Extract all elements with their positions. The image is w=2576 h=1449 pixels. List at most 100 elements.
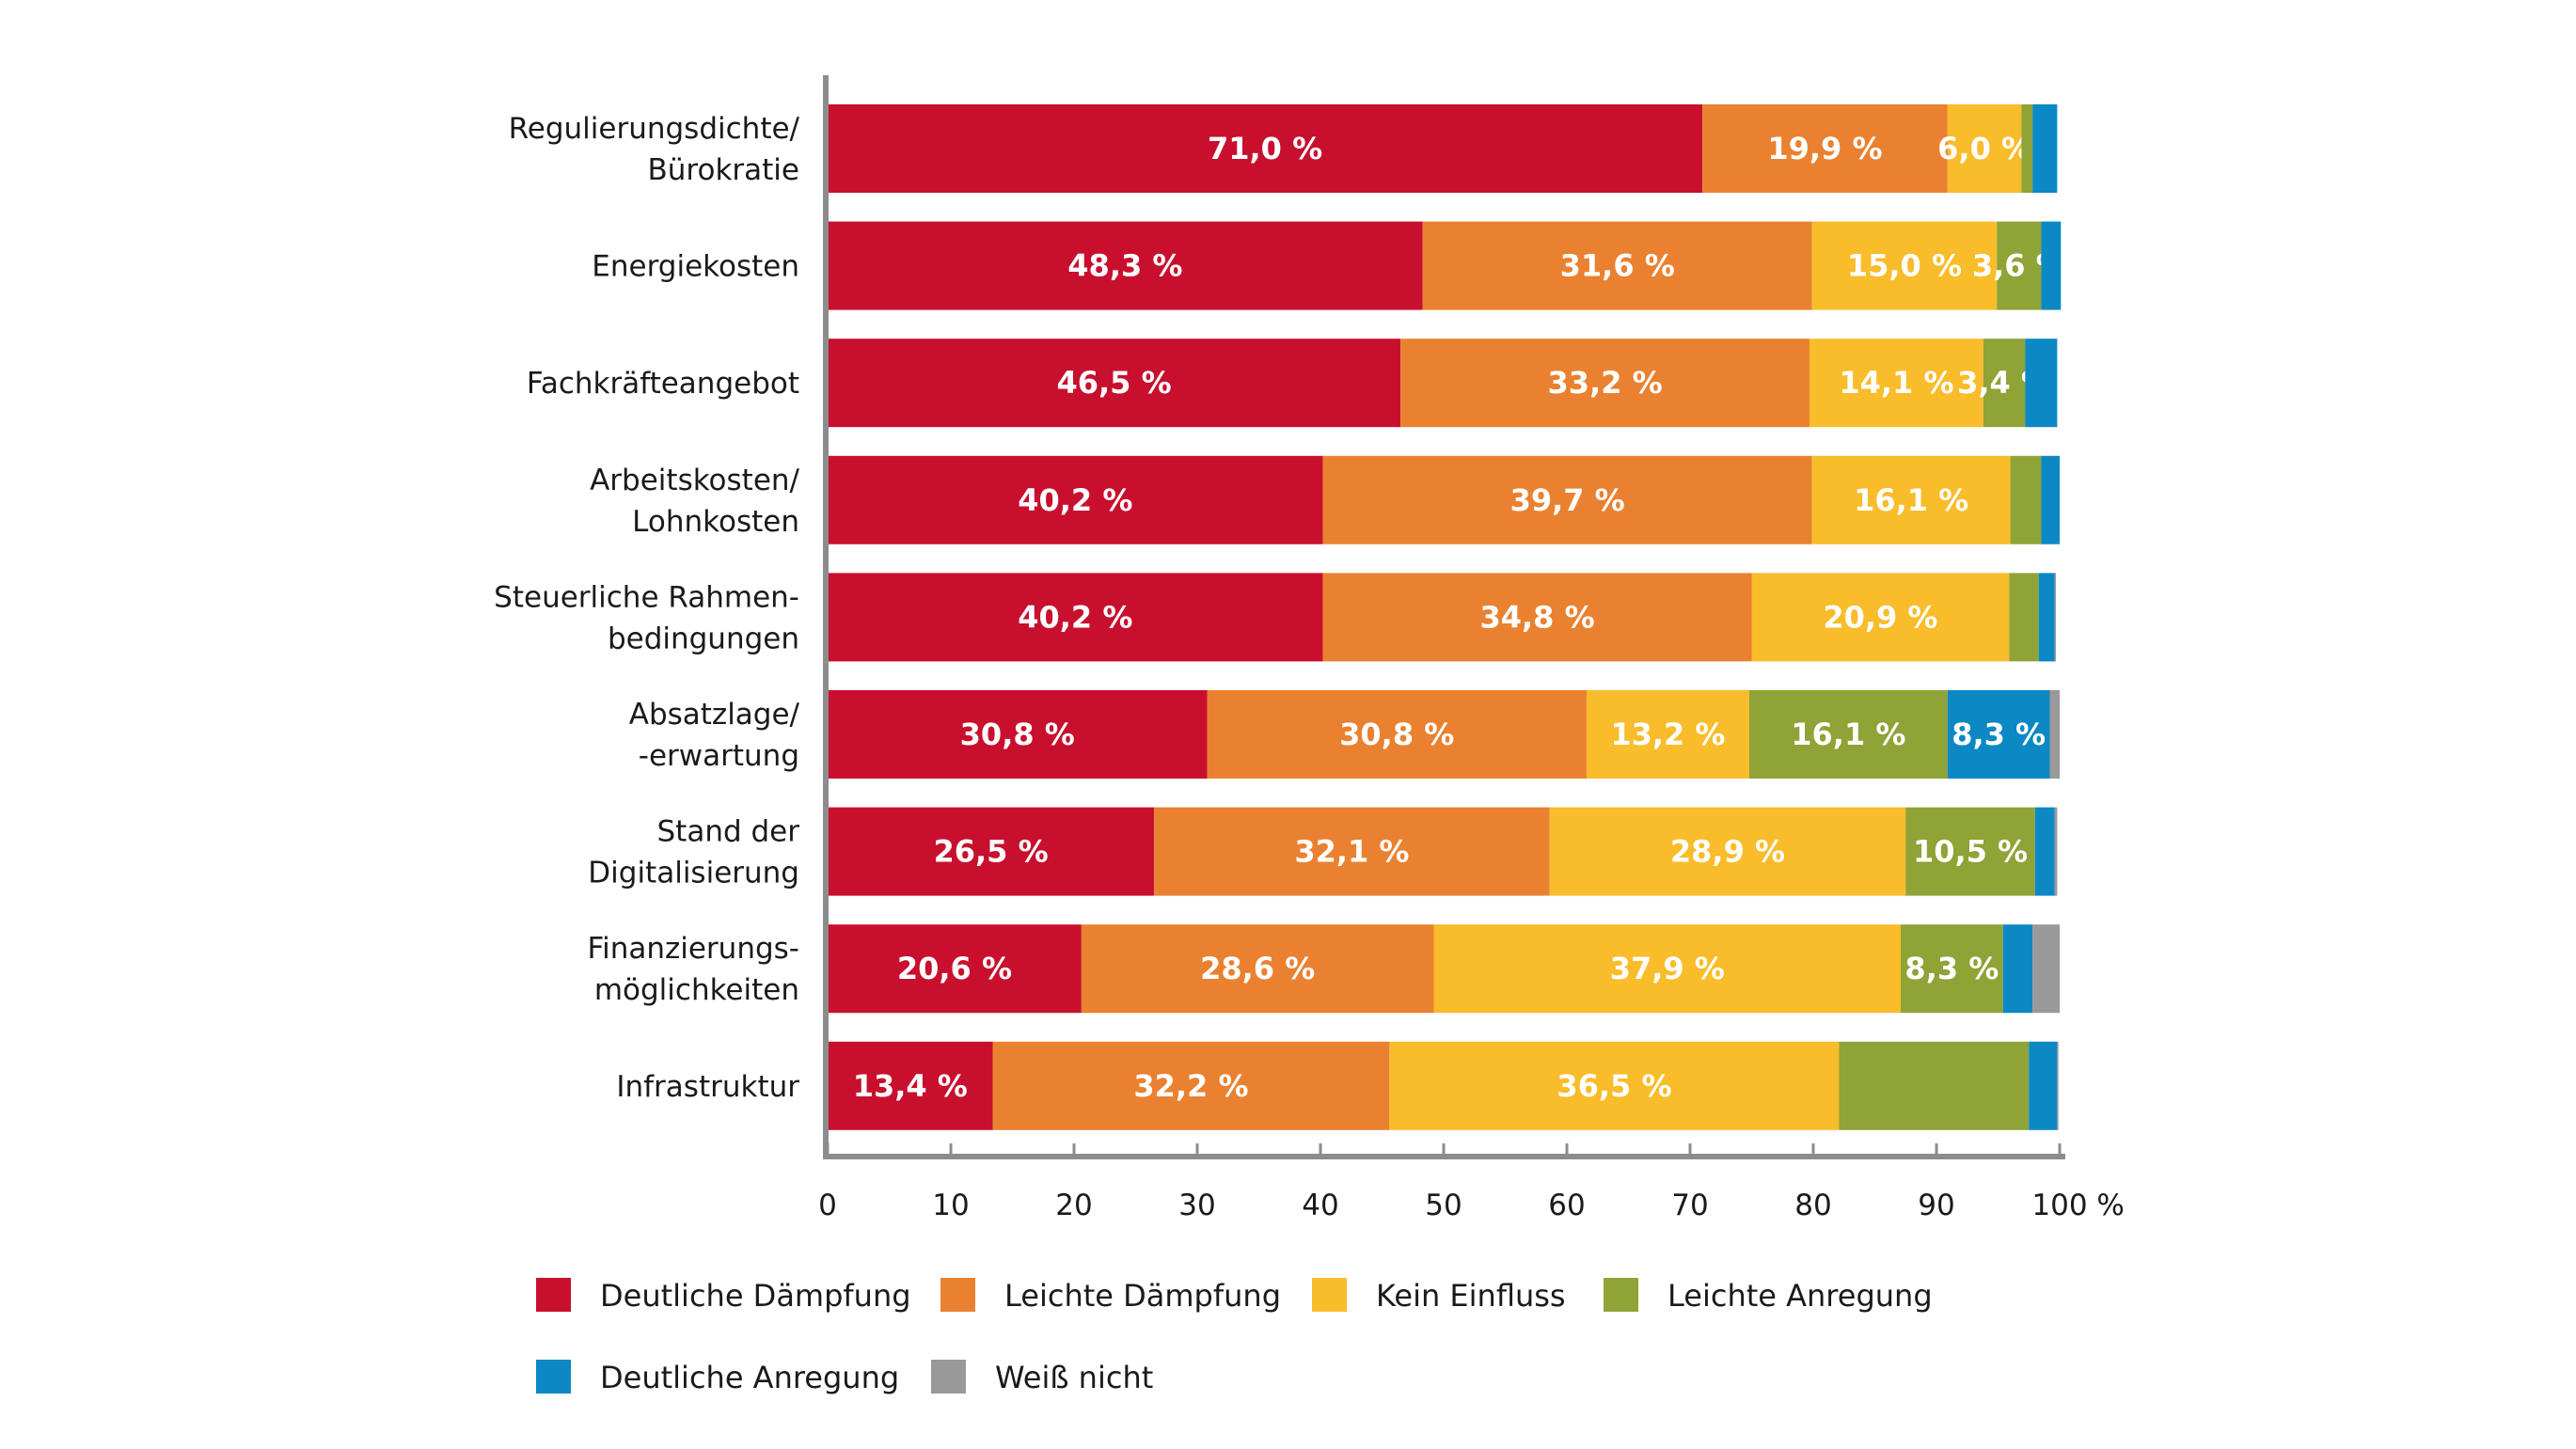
bar-segment-kein-einfluss: [1811, 455, 2011, 544]
bar-segment-leichte-anregung: [1905, 807, 2035, 896]
category-label-line: bedingungen: [608, 622, 799, 655]
category-label-line: Bürokratie: [648, 153, 799, 187]
category-label-line: Digitalisierung: [588, 857, 799, 890]
legend-label: Leichte Anregung: [1667, 1278, 1933, 1314]
legend-item-deutliche-anregung: Deutliche Anregung: [536, 1360, 899, 1395]
bar-segment-deutliche-daempfung: [828, 455, 1323, 544]
bar-value-label: 33,2 %: [1548, 365, 1663, 401]
bar-value-label: 16,1 %: [1854, 482, 1968, 518]
legend-item-weiss-nicht: Weiß nicht: [931, 1360, 1153, 1395]
bar-segment-leichte-daempfung: [1422, 221, 1812, 310]
bar-segment-deutliche-anregung: [2041, 221, 2062, 310]
bars-layer: 71,0 % 19,9 % 6,0 %48,3 % 31,6 % 15,0 % 3,6 %…: [828, 104, 2066, 1130]
bar-segment-leichte-anregung: [1839, 1041, 2030, 1130]
bar-segment-leichte-anregung: [1748, 690, 1948, 779]
category-label-line: möglichkeiten: [594, 973, 799, 1007]
category-label-fachkraefteangebot: Fachkräfteangebot: [527, 367, 799, 401]
bar-segment-kein-einfluss: [1586, 690, 1749, 779]
bar-segment-kein-einfluss: [1433, 924, 1902, 1014]
legend-label: Deutliche Dämpfung: [600, 1278, 911, 1314]
bar-value-label: 34,8 %: [1479, 599, 1594, 635]
bar-value-label: 15,0 %: [1847, 248, 1962, 284]
legend-label: Weiß nicht: [995, 1360, 1153, 1395]
category-label-line: Absatzlage/: [629, 698, 800, 732]
legend-swatch: [1604, 1278, 1638, 1312]
bar-value-label: 16,1 %: [1791, 717, 1905, 752]
bar-segment-kein-einfluss: [1549, 807, 1906, 896]
category-label-line: Energiekosten: [592, 250, 799, 284]
bar-segment-kein-einfluss: [1947, 104, 2022, 193]
category-label-line: Fachkräfteangebot: [527, 367, 799, 401]
bar-row-stand-der-digitalisierung: 26,5 % 32,1 % 28,9 % 10,5 %: [828, 807, 2058, 896]
bar-segment-leichte-anregung: [2021, 104, 2033, 193]
bar-segment-weiss-nicht: [2049, 690, 2060, 779]
x-tick-label: 70: [1671, 1189, 1708, 1222]
bar-segment-leichte-daempfung: [992, 1041, 1390, 1130]
bar-segment-leichte-daempfung: [1322, 573, 1752, 662]
bar-row-arbeitskosten-lohnkosten: 40,2 % 39,7 % 16,1 %: [828, 455, 2060, 544]
bar-segment-deutliche-anregung: [2029, 1041, 2058, 1130]
legend-label: Kein Einfluss: [1376, 1278, 1566, 1314]
category-label-line: -erwartung: [639, 739, 799, 773]
bar-segment-leichte-anregung: [1901, 924, 2003, 1014]
bar-segment-deutliche-daempfung: [828, 339, 1401, 428]
bar-segment-leichte-anregung: [1997, 221, 2042, 310]
bar-value-label: 31,6 %: [1560, 248, 1675, 284]
bar-row-absatzlage-erwartung: 30,8 % 30,8 % 13,2 % 16,1 % 8,3 %: [828, 690, 2060, 779]
bar-segment-deutliche-daempfung: [828, 1041, 993, 1130]
bar-segment-leichte-daempfung: [1154, 807, 1550, 896]
bar-segment-leichte-anregung: [2010, 455, 2042, 544]
bar-value-label: 13,2 %: [1610, 717, 1725, 752]
legend-swatch: [1312, 1278, 1347, 1312]
bar-row-steuerliche-rahmen-bedingungen: 40,2 % 34,8 % 20,9 %: [828, 573, 2057, 662]
legend-swatch: [931, 1360, 966, 1394]
bar-segment-deutliche-anregung: [2034, 807, 2055, 896]
category-label-line: Stand der: [656, 815, 799, 849]
category-label-line: Lohnkosten: [632, 505, 799, 539]
bar-value-label: 19,9 %: [1767, 131, 1882, 166]
bar-segment-deutliche-anregung: [2032, 104, 2058, 193]
bar-value-label: 40,2 %: [1018, 599, 1132, 635]
bar-row-infrastruktur: 13,4 % 32,2 % 36,5 %: [828, 1041, 2059, 1130]
x-tick-label: 30: [1178, 1189, 1215, 1222]
bar-row-fachkraefteangebot: 46,5 % 33,2 % 14,1 % 3,4 %: [828, 339, 2058, 428]
legend-swatch: [536, 1278, 571, 1312]
bar-value-label: 20,6 %: [897, 951, 1012, 986]
legend-item-leichte-daempfung: Leichte Dämpfung: [940, 1278, 1281, 1314]
bar-segment-deutliche-anregung: [2025, 339, 2058, 428]
x-tick-label: 20: [1055, 1189, 1092, 1222]
bar-segment-deutliche-daempfung: [828, 221, 1423, 310]
bar-value-label: 6,0 %: [1937, 131, 2031, 166]
bar-segment-deutliche-anregung: [2038, 573, 2055, 662]
bar-segment-weiss-nicht: [2054, 573, 2057, 662]
category-label-absatzlage-erwartung: Absatzlage/ -erwartung: [629, 698, 800, 773]
bar-value-label: 28,6 %: [1200, 951, 1315, 986]
bar-value-label: 28,9 %: [1670, 834, 1785, 870]
bar-value-label: 40,2 %: [1018, 482, 1132, 518]
category-label-line: Arbeitskosten/: [590, 464, 799, 497]
bar-row-energiekosten: 48,3 % 31,6 % 15,0 % 3,6 %: [828, 221, 2066, 310]
axis-layer: 0 10 20 30 40 50 60 70 80 90 100 %: [818, 75, 2125, 1222]
bar-value-label: 8,3 %: [1904, 951, 1999, 986]
category-label-finanzierungs-moeglichkeiten: Finanzierungs-möglichkeiten: [588, 932, 800, 1007]
category-label-infrastruktur: Infrastruktur: [616, 1070, 799, 1104]
legend-item-deutliche-daempfung: Deutliche Dämpfung: [536, 1278, 911, 1314]
category-labels: Regulierungsdichte/Bürokratie Energiekost…: [494, 112, 799, 1104]
bar-value-label: 71,0 %: [1208, 131, 1322, 166]
bar-segment-deutliche-daempfung: [828, 573, 1323, 662]
legend-swatch: [536, 1360, 571, 1394]
x-tick-label: 40: [1302, 1189, 1338, 1222]
bar-value-label: 48,3 %: [1067, 248, 1182, 284]
bar-segment-deutliche-anregung: [2002, 924, 2033, 1014]
bar-value-label: 37,9 %: [1610, 951, 1725, 986]
bar-value-label: 10,5 %: [1913, 834, 2028, 870]
category-label-arbeitskosten-lohnkosten: Arbeitskosten/Lohnkosten: [590, 464, 799, 539]
bar-segment-kein-einfluss: [1810, 339, 1983, 428]
category-label-line: Steuerliche Rahmen-: [494, 580, 799, 614]
bar-segment-leichte-anregung: [2009, 573, 2039, 662]
x-tick-label: 90: [1918, 1189, 1954, 1222]
category-label-line: Finanzierungs-: [588, 932, 800, 966]
bar-segment-deutliche-daempfung: [828, 924, 1082, 1014]
legend-label: Deutliche Anregung: [600, 1360, 899, 1395]
bar-value-label: 32,1 %: [1294, 834, 1409, 870]
